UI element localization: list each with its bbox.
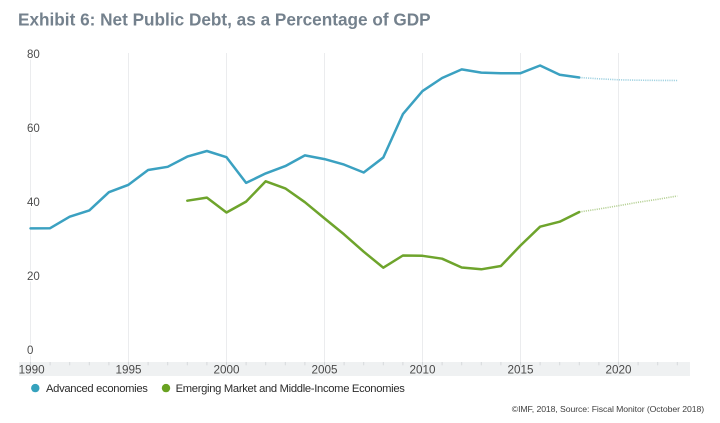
svg-text:2010: 2010	[409, 363, 436, 376]
svg-text:80: 80	[27, 49, 40, 61]
svg-text:0: 0	[27, 345, 33, 357]
svg-text:2005: 2005	[311, 363, 338, 376]
svg-text:2000: 2000	[213, 363, 240, 376]
svg-text:40: 40	[27, 197, 40, 209]
svg-text:1995: 1995	[115, 363, 142, 376]
svg-text:1990: 1990	[19, 363, 46, 376]
svg-text:2020: 2020	[605, 363, 632, 376]
svg-text:2015: 2015	[507, 363, 534, 376]
svg-text:Advanced economies: Advanced economies	[46, 383, 148, 395]
svg-text:Exhibit 6: Net Public Debt, as: Exhibit 6: Net Public Debt, as a Percent…	[18, 9, 431, 29]
svg-text:60: 60	[27, 123, 40, 135]
svg-text:20: 20	[27, 271, 40, 283]
svg-text:Emerging Market and Middle-Inc: Emerging Market and Middle-Income Econom…	[176, 383, 406, 395]
svg-text:©IMF, 2018, Source: Fiscal Mon: ©IMF, 2018, Source: Fiscal Monitor (Octo…	[512, 404, 704, 414]
